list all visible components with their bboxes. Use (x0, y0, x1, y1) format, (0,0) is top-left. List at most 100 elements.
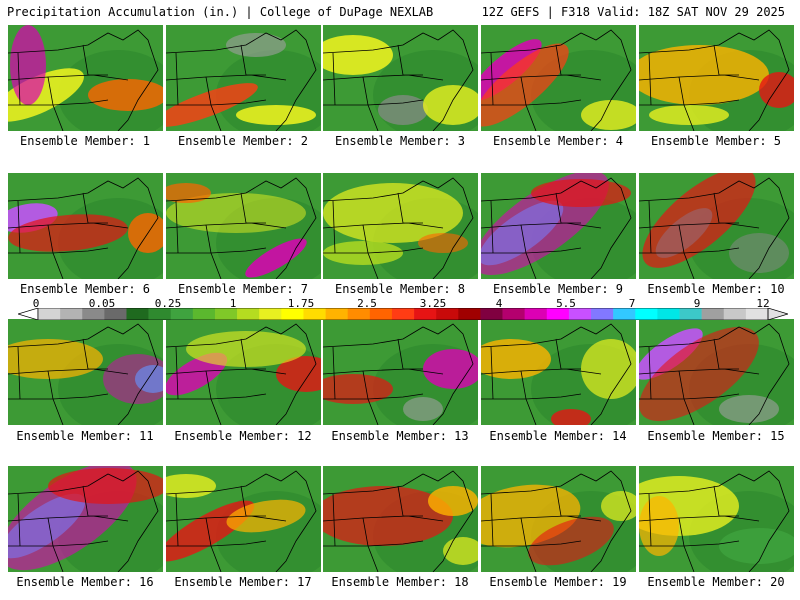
colorbar-swatch (104, 308, 127, 320)
member-label-6: Ensemble Member: 6 (19, 282, 151, 296)
colorbar (18, 308, 788, 320)
state-borders (481, 177, 632, 279)
colorbar-swatch (458, 308, 481, 320)
colorbar-min-arrow (18, 308, 39, 320)
member-map-5 (639, 25, 794, 131)
member-map-3 (323, 25, 478, 131)
colorbar-swatch (701, 308, 725, 320)
colorbar-swatch (38, 308, 61, 320)
member-label-14: Ensemble Member: 14 (489, 429, 627, 443)
member-map-16 (8, 466, 163, 572)
member-label-1: Ensemble Member: 1 (19, 134, 151, 148)
colorbar-swatch (613, 308, 636, 320)
member-label-13: Ensemble Member: 13 (331, 429, 469, 443)
member-label-9: Ensemble Member: 9 (492, 282, 624, 296)
member-map-12 (166, 319, 321, 425)
colorbar-tick-label: 1.75 (287, 297, 315, 310)
member-map-18 (323, 466, 478, 572)
state-borders (323, 323, 474, 425)
member-map-13 (323, 319, 478, 425)
colorbar-tick-label: 1 (229, 297, 237, 310)
colorbar-swatch (214, 308, 238, 320)
member-label-17: Ensemble Member: 17 (174, 575, 312, 589)
member-label-11: Ensemble Member: 11 (16, 429, 154, 443)
colorbar-swatch (281, 308, 304, 320)
state-borders (323, 470, 474, 572)
colorbar-tick-label: 0 (32, 297, 40, 310)
member-map-11 (8, 319, 163, 425)
state-borders (8, 323, 159, 425)
member-map-19 (481, 466, 636, 572)
colorbar-swatch (126, 308, 149, 320)
colorbar-swatch (502, 308, 525, 320)
member-label-19: Ensemble Member: 19 (489, 575, 627, 589)
colorbar-swatch (745, 308, 769, 320)
colorbar-swatch (524, 308, 548, 320)
colorbar-tick-label: 3.25 (419, 297, 447, 310)
member-label-8: Ensemble Member: 8 (334, 282, 466, 296)
colorbar-swatch (679, 308, 702, 320)
member-label-4: Ensemble Member: 4 (492, 134, 624, 148)
colorbar-swatch (568, 308, 592, 320)
colorbar-swatch (60, 308, 83, 320)
colorbar-swatch (148, 308, 172, 320)
member-label-5: Ensemble Member: 5 (650, 134, 782, 148)
state-borders (639, 470, 790, 572)
colorbar-swatch (237, 308, 260, 320)
member-map-4 (481, 25, 636, 131)
state-borders (639, 29, 790, 131)
member-map-8 (323, 173, 478, 279)
member-map-6 (8, 173, 163, 279)
state-borders (639, 323, 790, 425)
colorbar-tick-label: 0.05 (88, 297, 116, 310)
colorbar-swatch (635, 308, 658, 320)
colorbar-swatch (170, 308, 194, 320)
state-borders (166, 323, 317, 425)
state-borders (481, 29, 632, 131)
member-label-7: Ensemble Member: 7 (177, 282, 309, 296)
colorbar-swatch (480, 308, 503, 320)
member-map-15 (639, 319, 794, 425)
colorbar-swatch (325, 308, 348, 320)
state-borders (8, 177, 159, 279)
member-label-16: Ensemble Member: 16 (16, 575, 154, 589)
member-map-20 (639, 466, 794, 572)
state-borders (323, 29, 474, 131)
state-borders (8, 470, 159, 572)
member-map-17 (166, 466, 321, 572)
colorbar-tick-label: 9 (693, 297, 701, 310)
colorbar-tick-label: 2.5 (357, 297, 377, 310)
colorbar-swatch (546, 308, 570, 320)
state-borders (481, 323, 632, 425)
member-map-9 (481, 173, 636, 279)
colorbar-swatch (436, 308, 459, 320)
colorbar-tick-label: 5.5 (556, 297, 576, 310)
colorbar-swatch (723, 308, 747, 320)
colorbar-swatch (591, 308, 614, 320)
colorbar-swatch (303, 308, 326, 320)
state-borders (8, 29, 159, 131)
colorbar-swatch (414, 308, 437, 320)
colorbar-swatch (347, 308, 371, 320)
chart-title: Precipitation Accumulation (in.) | Colle… (7, 5, 434, 19)
colorbar-swatch (82, 308, 105, 320)
state-borders (323, 177, 474, 279)
member-map-7 (166, 173, 321, 279)
member-label-20: Ensemble Member: 20 (647, 575, 785, 589)
member-label-10: Ensemble Member: 10 (647, 282, 785, 296)
state-borders (166, 29, 317, 131)
colorbar-tick-label: 12 (756, 297, 770, 310)
state-borders (639, 177, 790, 279)
member-map-14 (481, 319, 636, 425)
member-label-3: Ensemble Member: 3 (334, 134, 466, 148)
state-borders (166, 177, 317, 279)
valid-time: 12Z GEFS | F318 Valid: 18Z SAT NOV 29 20… (481, 5, 785, 19)
state-borders (481, 470, 632, 572)
member-label-12: Ensemble Member: 12 (174, 429, 312, 443)
colorbar-tick-label: 0.25 (154, 297, 182, 310)
colorbar-swatch (657, 308, 680, 320)
colorbar-max-arrow (767, 308, 788, 320)
state-borders (166, 470, 317, 572)
member-label-15: Ensemble Member: 15 (647, 429, 785, 443)
colorbar-swatch (259, 308, 282, 320)
